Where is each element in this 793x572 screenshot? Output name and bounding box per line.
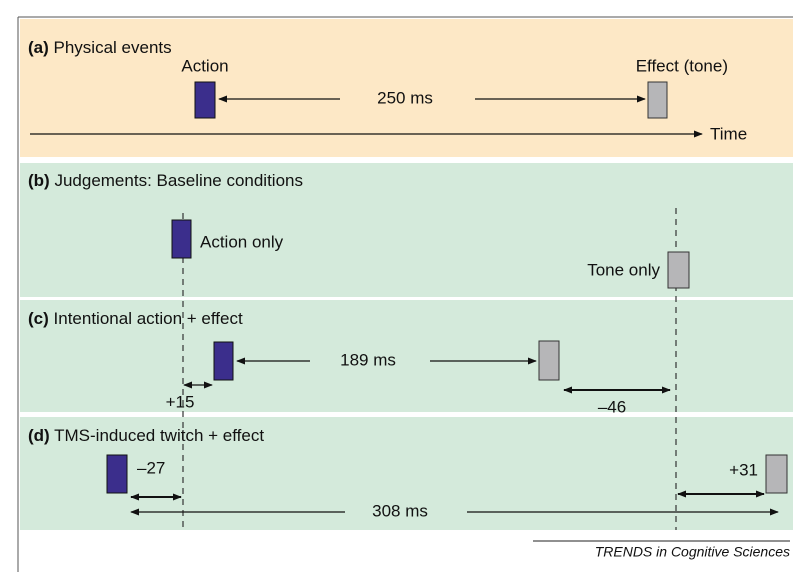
action-block bbox=[171, 219, 192, 259]
panel-b bbox=[20, 163, 793, 297]
footer: TRENDS in Cognitive Sciences bbox=[595, 544, 790, 560]
axis-label: Time bbox=[710, 124, 747, 143]
action-block bbox=[194, 81, 216, 119]
panel-d bbox=[20, 417, 793, 530]
shift: +31 bbox=[729, 460, 758, 479]
tone-block bbox=[765, 454, 788, 494]
label: Action bbox=[181, 56, 228, 75]
panel-title: (c) Intentional action + effect bbox=[28, 309, 243, 328]
panel-title: (d) TMS-induced twitch + effect bbox=[28, 426, 264, 445]
interval: 189 ms bbox=[340, 350, 396, 369]
label: Action only bbox=[200, 232, 284, 251]
panel-title: (b) Judgements: Baseline conditions bbox=[28, 171, 303, 190]
shift: +15 bbox=[166, 392, 195, 411]
panel-title: (a) Physical events bbox=[28, 38, 172, 57]
tone-block bbox=[647, 81, 668, 119]
tone-block bbox=[667, 251, 690, 289]
interval: 308 ms bbox=[372, 501, 428, 520]
action-block bbox=[213, 341, 234, 381]
action-block bbox=[106, 454, 128, 494]
label: Tone only bbox=[587, 260, 660, 279]
label: Effect (tone) bbox=[636, 56, 728, 75]
shift: –27 bbox=[137, 458, 165, 477]
interval: 250 ms bbox=[377, 88, 433, 107]
tone-block bbox=[538, 340, 560, 381]
shift: –46 bbox=[598, 397, 626, 416]
